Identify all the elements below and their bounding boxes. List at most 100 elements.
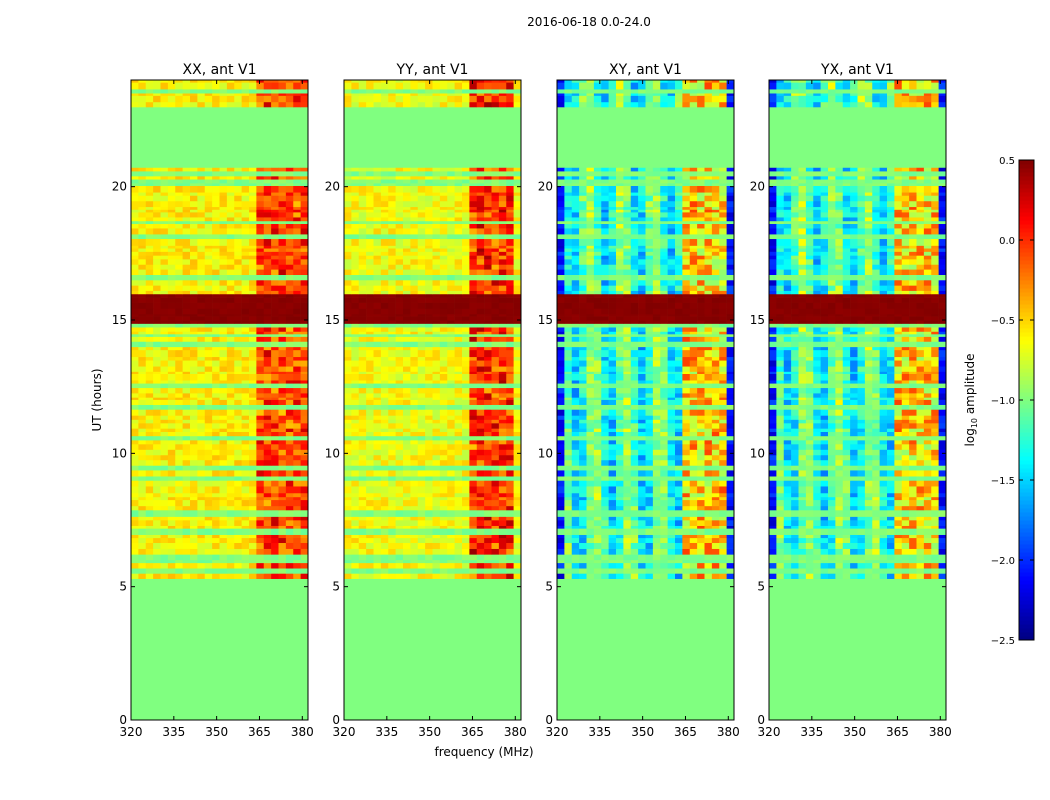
heatmap-cell xyxy=(167,423,176,429)
heatmap-cell xyxy=(506,399,514,405)
heatmap-cell xyxy=(145,290,154,295)
heatmap-cell xyxy=(226,297,235,303)
heatmap-cell xyxy=(182,444,191,450)
heatmap-cell xyxy=(131,373,139,381)
heatmap-cell xyxy=(344,264,352,270)
heatmap-cell xyxy=(212,349,220,358)
heatmap-cell xyxy=(462,554,470,561)
heatmap-cell xyxy=(388,101,396,108)
heatmap-cell xyxy=(190,264,198,270)
heatmap-cell xyxy=(410,279,419,286)
heatmap-cell xyxy=(380,380,389,384)
heatmap-cell xyxy=(380,397,389,400)
heatmap-cell xyxy=(432,217,441,222)
heatmap-cell xyxy=(462,449,470,456)
heatmap-cell xyxy=(212,562,220,569)
heatmap-cell xyxy=(249,251,257,256)
heatmap-cell xyxy=(175,440,183,445)
heatmap-cell xyxy=(380,183,389,186)
heatmap-cell xyxy=(506,327,514,332)
heatmap-cell xyxy=(388,356,396,361)
heatmap-cell xyxy=(344,496,352,501)
heatmap-cell xyxy=(513,264,521,270)
heatmap-cell xyxy=(395,562,404,569)
heatmap-cell xyxy=(234,341,242,348)
heatmap-cell xyxy=(380,399,389,405)
heatmap-cell xyxy=(219,251,228,256)
heatmap-cell xyxy=(417,528,426,535)
heatmap-cell xyxy=(204,89,213,94)
heatmap-cell xyxy=(212,520,220,526)
heatmap-cell xyxy=(204,269,213,276)
heatmap-cell xyxy=(285,82,294,90)
heatmap-cell xyxy=(491,409,500,416)
heatmap-cell xyxy=(454,470,463,477)
heatmap-cell xyxy=(484,393,492,398)
heatmap-cell xyxy=(241,93,250,96)
heatmap-cell xyxy=(160,548,169,555)
heatmap-cell xyxy=(278,285,287,291)
heatmap-cell xyxy=(153,212,161,218)
heatmap-cell xyxy=(469,167,478,172)
heatmap-cell xyxy=(241,320,250,324)
heatmap-cell xyxy=(204,245,213,249)
heatmap-cell xyxy=(175,297,183,303)
heatmap-cell xyxy=(425,101,433,108)
heatmap-cell xyxy=(395,542,404,549)
heatmap-cell xyxy=(366,82,374,90)
heatmap-cell xyxy=(366,449,374,456)
heatmap-cell xyxy=(175,217,183,222)
heatmap-cell xyxy=(417,459,426,466)
heatmap-cell xyxy=(491,496,500,501)
heatmap-cell xyxy=(498,293,507,298)
heatmap-cell xyxy=(167,537,176,544)
heatmap-cell xyxy=(241,248,250,252)
heatmap-cell xyxy=(241,548,250,555)
heatmap-cell xyxy=(182,279,191,286)
heatmap-cell xyxy=(498,259,507,265)
heatmap-cell xyxy=(373,510,382,517)
heatmap-cell xyxy=(153,525,161,529)
heatmap-cell xyxy=(145,568,154,574)
heatmap-cell xyxy=(425,264,433,270)
heatmap-cell xyxy=(175,423,183,429)
heatmap-cell xyxy=(212,171,220,177)
heatmap-cell xyxy=(138,279,147,286)
heatmap-cell xyxy=(410,327,419,332)
panel-title: YY, ant V1 xyxy=(396,62,469,78)
heatmap-cell xyxy=(425,274,433,281)
heatmap-cell xyxy=(373,313,382,317)
heatmap-cell xyxy=(131,179,139,184)
heatmap-cell xyxy=(182,465,191,471)
heatmap-cell xyxy=(256,269,265,276)
heatmap-cell xyxy=(153,95,161,103)
heatmap-cell xyxy=(373,248,382,252)
heatmap-cell xyxy=(175,308,183,315)
heatmap-cell xyxy=(484,356,492,361)
heatmap-cell xyxy=(439,89,448,94)
heatmap-cell xyxy=(469,238,478,246)
heatmap-cell xyxy=(219,499,228,507)
heatmap-cell xyxy=(484,200,492,208)
heatmap-cell xyxy=(704,554,713,561)
heatmap-cell xyxy=(366,423,374,429)
heatmap-cell xyxy=(241,251,250,256)
heatmap-cell xyxy=(344,444,352,450)
heatmap-cell xyxy=(469,274,478,281)
heatmap-cell xyxy=(388,404,396,410)
heatmap-cell xyxy=(285,313,294,317)
heatmap-cell xyxy=(190,80,198,83)
heatmap-cell xyxy=(403,209,411,213)
heatmap-cell xyxy=(234,171,242,177)
heatmap-cell xyxy=(498,371,507,374)
heatmap-cell xyxy=(212,366,220,372)
heatmap-cell xyxy=(212,415,220,420)
heatmap-cell xyxy=(388,341,396,348)
y-tick-label: 20 xyxy=(325,180,340,194)
heatmap-cell xyxy=(667,562,676,569)
heatmap-cell xyxy=(403,476,411,481)
heatmap-cell xyxy=(447,423,455,429)
heatmap-cell xyxy=(138,341,147,348)
heatmap-cell xyxy=(476,95,485,103)
